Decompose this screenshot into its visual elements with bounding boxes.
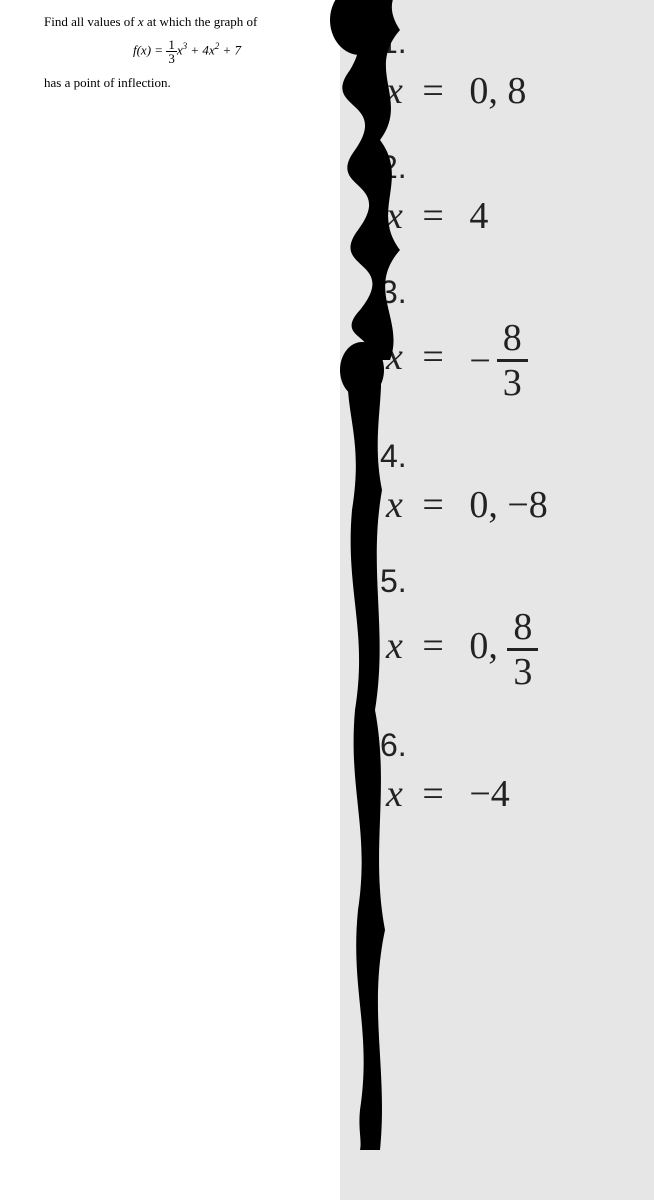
answer-var: x [386, 195, 403, 237]
answer-rhs: −4 [469, 773, 509, 815]
frac-num: 8 [507, 608, 538, 651]
question-formula: f(x) = 13x3 + 4x2 + 7 [44, 38, 330, 65]
frac-den: 3 [166, 52, 177, 65]
question-prompt-line1: Find all values of x at which the graph … [44, 12, 330, 32]
formula-arg: x [141, 42, 147, 57]
answer-option-5[interactable]: 5. x = 0, 83 [380, 563, 644, 691]
answer-neg-sign: − [469, 339, 496, 383]
answer-eq-sign: = [412, 484, 459, 526]
answer-var: x [386, 773, 403, 815]
answer-equation: x = −83 [380, 319, 644, 402]
answer-frac: 83 [497, 319, 528, 402]
question-panel: Find all values of x at which the graph … [0, 0, 340, 1200]
answer-number: 6. [380, 727, 644, 764]
answer-option-4[interactable]: 4. x = 0, −8 [380, 438, 644, 527]
question-prompt-line2: has a point of inflection. [44, 73, 330, 93]
answer-option-1[interactable]: 1. x = 0, 8 [380, 24, 644, 113]
answer-number: 2. [380, 149, 644, 186]
answer-equation: x = −4 [380, 772, 644, 816]
formula-eq: = [151, 42, 166, 57]
answer-var: x [386, 625, 403, 667]
answer-equation: x = 0, −8 [380, 483, 644, 527]
frac-den: 3 [497, 362, 528, 402]
prompt-text-mid: at which the graph of [144, 14, 258, 29]
answer-eq-sign: = [412, 625, 459, 667]
answer-option-6[interactable]: 6. x = −4 [380, 727, 644, 816]
term3: + 7 [219, 42, 241, 57]
answers-panel: 1. x = 0, 8 2. x = 4 3. x = −83 4. x = 0… [340, 0, 654, 1200]
answer-equation: x = 4 [380, 194, 644, 238]
answer-option-3[interactable]: 3. x = −83 [380, 274, 644, 402]
answer-eq-sign: = [412, 336, 459, 378]
answer-var: x [386, 484, 403, 526]
answer-rhs: 0, −8 [469, 484, 547, 526]
answer-frac: 83 [507, 608, 538, 691]
answer-var: x [386, 70, 403, 112]
answer-number: 3. [380, 274, 644, 311]
answer-rhs: 4 [469, 195, 488, 237]
term2-coef: + 4 [187, 42, 209, 57]
answer-var: x [386, 336, 403, 378]
prompt-text-before: Find all values of [44, 14, 138, 29]
answer-eq-sign: = [412, 70, 459, 112]
answer-number: 4. [380, 438, 644, 475]
formula-frac: 13 [166, 38, 177, 65]
answer-equation: x = 0, 83 [380, 608, 644, 691]
frac-num: 1 [166, 38, 177, 52]
answer-eq-sign: = [412, 773, 459, 815]
answer-number: 5. [380, 563, 644, 600]
answer-zero: 0, [469, 625, 498, 667]
frac-den: 3 [507, 651, 538, 691]
answer-eq-sign: = [412, 195, 459, 237]
frac-num: 8 [497, 319, 528, 362]
answer-equation: x = 0, 8 [380, 69, 644, 113]
formula-fn: f [133, 42, 137, 57]
answer-rhs: 0, 8 [469, 70, 526, 112]
answer-number: 1. [380, 24, 644, 61]
answer-option-2[interactable]: 2. x = 4 [380, 149, 644, 238]
